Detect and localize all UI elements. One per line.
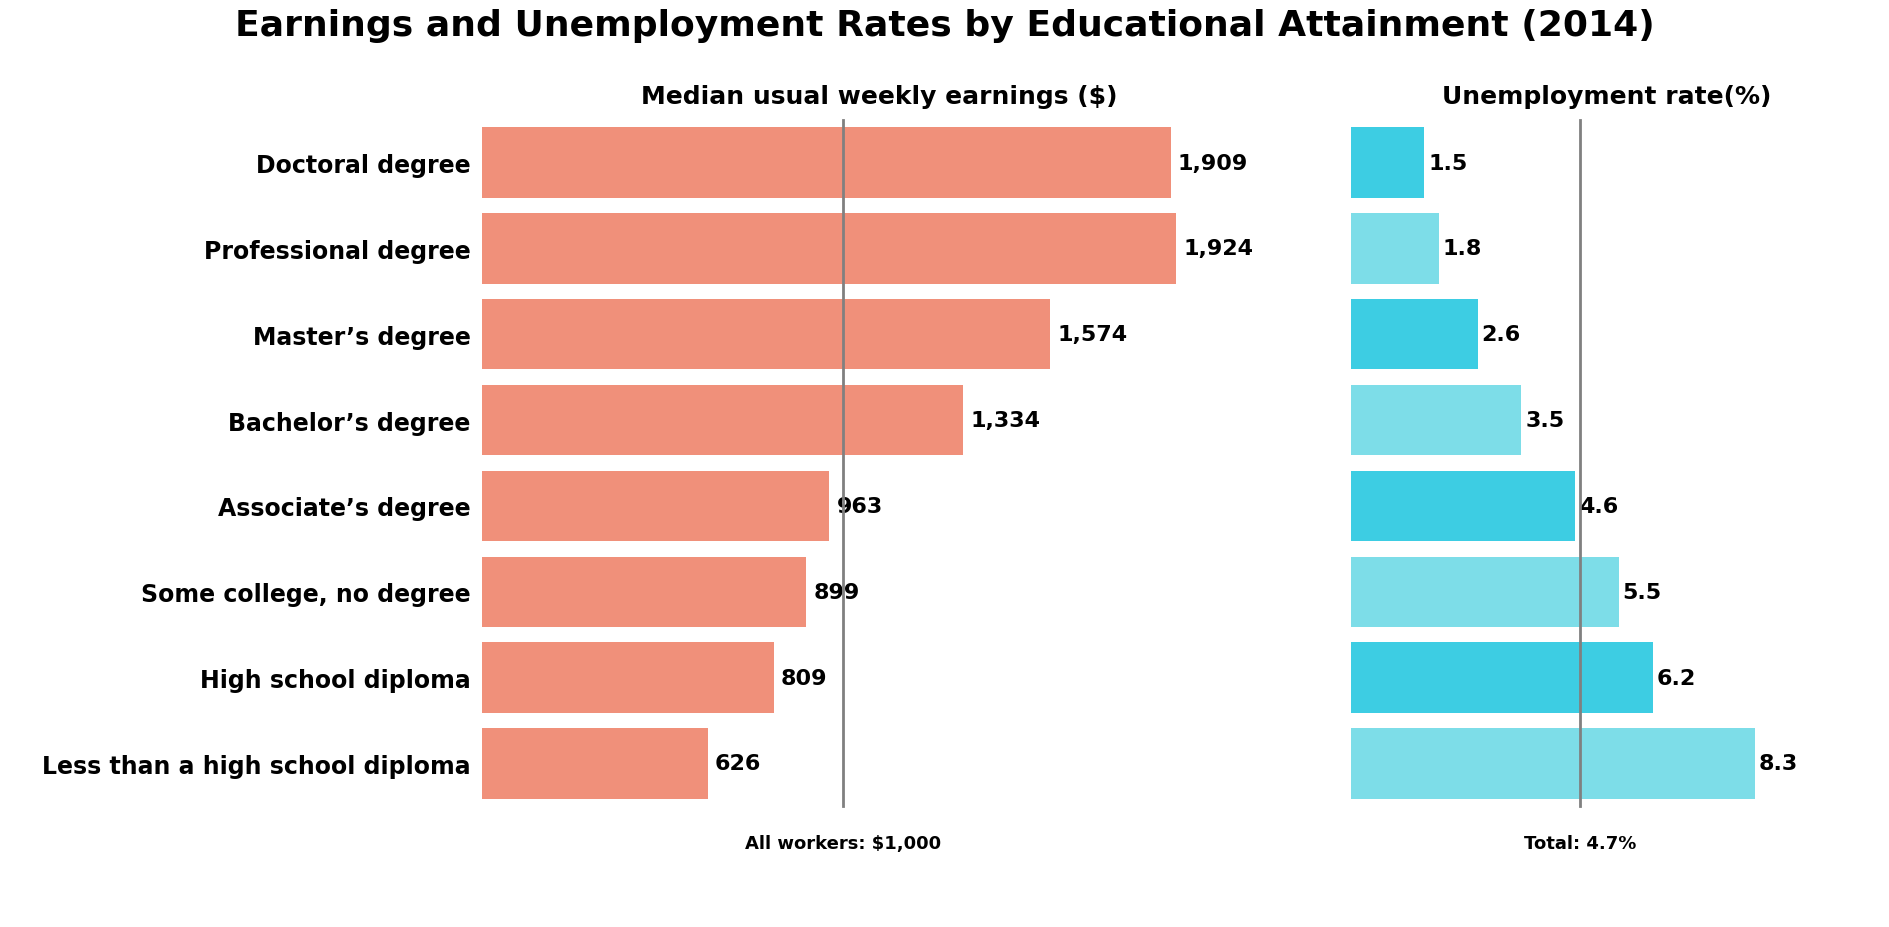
Bar xyxy=(1351,729,1753,799)
Text: 3.5: 3.5 xyxy=(1524,411,1564,431)
Text: 1,574: 1,574 xyxy=(1056,324,1126,345)
Bar xyxy=(482,128,1169,198)
Text: Earnings and Unemployment Rates by Educational Attainment (2014): Earnings and Unemployment Rates by Educa… xyxy=(234,9,1655,44)
Text: 5.5: 5.5 xyxy=(1621,582,1660,603)
Text: 963: 963 xyxy=(837,496,882,516)
Text: 626: 626 xyxy=(714,754,761,774)
Text: 6.2: 6.2 xyxy=(1655,667,1694,688)
Text: 1.8: 1.8 xyxy=(1441,239,1481,260)
Title: Median usual weekly earnings ($): Median usual weekly earnings ($) xyxy=(640,85,1116,108)
Bar xyxy=(482,386,963,456)
Bar xyxy=(482,557,807,628)
Title: Unemployment rate(%): Unemployment rate(%) xyxy=(1441,85,1770,108)
Bar xyxy=(482,214,1175,285)
Text: 809: 809 xyxy=(780,667,827,688)
Bar xyxy=(1351,299,1477,370)
Text: 1,924: 1,924 xyxy=(1183,239,1252,260)
Text: 1.5: 1.5 xyxy=(1428,153,1466,173)
Bar xyxy=(482,299,1048,370)
Text: 1,909: 1,909 xyxy=(1177,153,1247,173)
Bar xyxy=(482,642,773,713)
Text: 899: 899 xyxy=(812,582,859,603)
Text: All workers: $1,000: All workers: $1,000 xyxy=(744,834,941,852)
Bar xyxy=(1351,214,1438,285)
Bar xyxy=(1351,471,1574,541)
Text: 4.6: 4.6 xyxy=(1577,496,1617,516)
Text: 1,334: 1,334 xyxy=(969,411,1041,431)
Text: 2.6: 2.6 xyxy=(1481,324,1521,345)
Bar xyxy=(1351,557,1617,628)
Text: 8.3: 8.3 xyxy=(1757,754,1796,774)
Bar xyxy=(1351,128,1424,198)
Bar xyxy=(482,729,708,799)
Bar xyxy=(1351,386,1521,456)
Text: Total: 4.7%: Total: 4.7% xyxy=(1523,834,1636,852)
Bar xyxy=(482,471,829,541)
Bar xyxy=(1351,642,1651,713)
